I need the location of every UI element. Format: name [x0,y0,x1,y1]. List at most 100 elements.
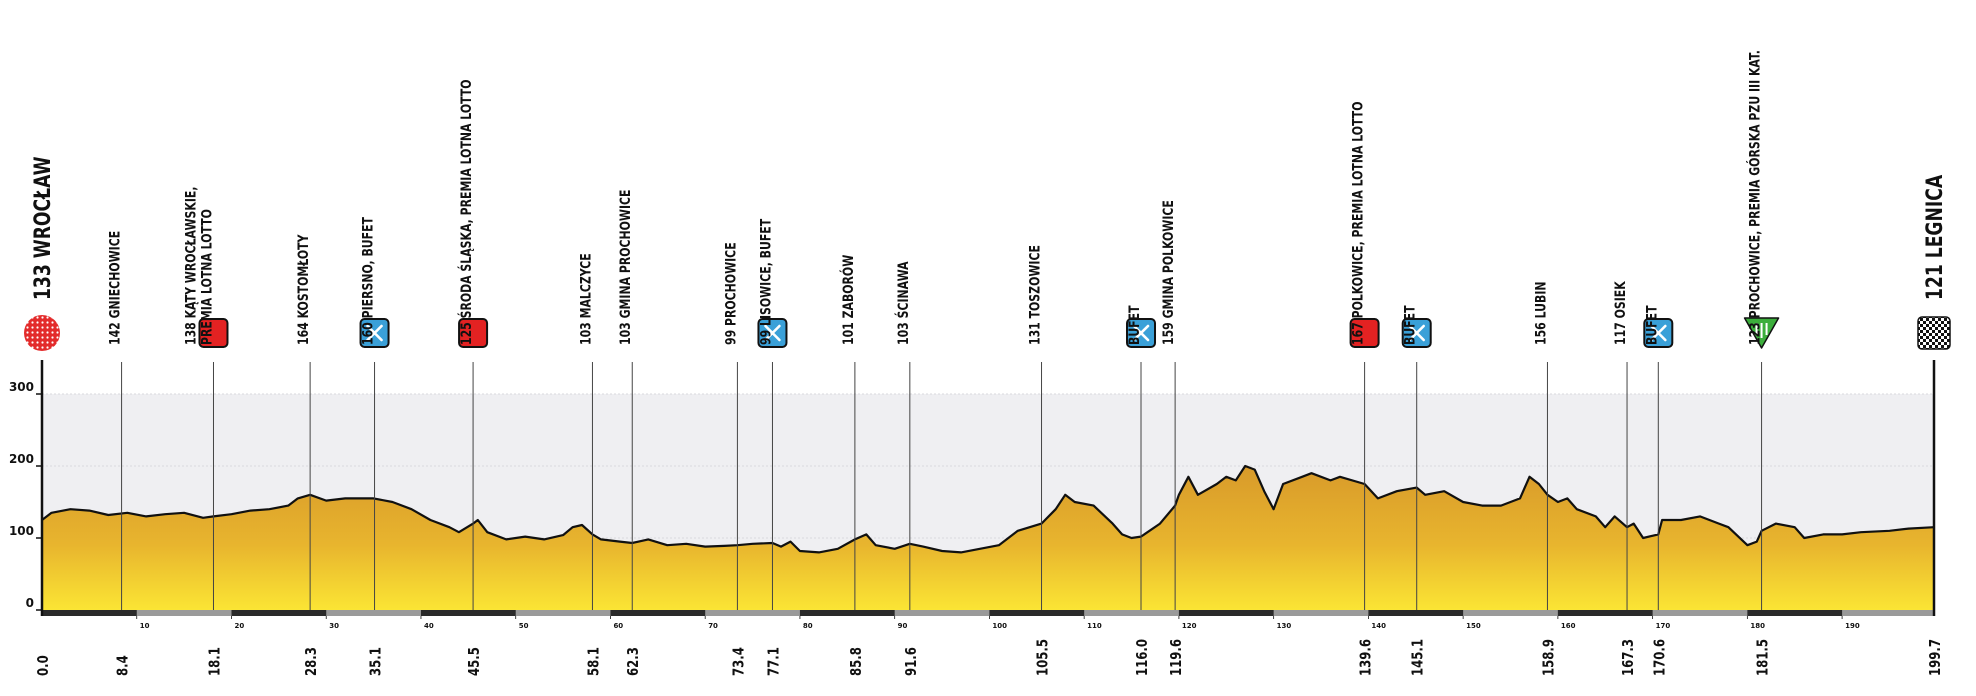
km-label: 119.6 [1169,639,1186,676]
waypoint-label: BUFET [1643,305,1660,345]
km-bar [42,610,1934,616]
km-bar-segment [1368,610,1464,616]
km-label: 105.5 [1035,639,1052,676]
x-tick-label: 190 [1845,622,1860,630]
km-label: 45.5 [467,647,484,676]
km-label: 199.7 [1928,639,1945,676]
waypoint-label: BUFET [1126,305,1143,345]
waypoint: 103 MALCZYCE 58.1 [577,253,603,676]
waypoint-label: 167 POLKOWICE, PREMIA LOTNA LOTTO [1349,101,1366,345]
waypoint: 160 PIERSNO, BUFET 35.1 [359,217,390,676]
start-icon [24,315,60,351]
kom-icon-bars [1755,323,1768,338]
waypoint: 99 PROCHOWICE 73.4 [722,242,748,676]
x-tick-label: 80 [803,622,813,630]
km-bar-segment [231,610,327,616]
endpoint-label: 121 LEGNICA [1922,174,1948,300]
waypoint: BUFET 170.6 [1643,305,1674,676]
km-label: 8.4 [115,655,132,676]
km-label: 167.3 [1621,639,1638,676]
y-tick-label: 100 [9,524,34,538]
y-tick-label: 300 [9,380,34,394]
finish-icon [1917,316,1951,350]
km-label: 0.0 [36,655,53,676]
km-bar-segment [1178,610,1274,616]
waypoint: 121 LEGNICA 199.7 [1917,174,1951,676]
waypoint: 133 WROCŁAW 0.0 [24,156,60,676]
x-tick-label: 160 [1561,622,1576,630]
x-tick-label: 140 [1371,622,1386,630]
waypoint: 138 KĄTY WROCŁAWSKIE, PREMIA LOTNA LOTTO 1… [182,187,229,676]
waypoint: 164 KOSTOMŁOTY 28.3 [295,234,321,676]
x-tick-label: 100 [992,622,1007,630]
x-tick-label: 180 [1750,622,1765,630]
km-label: 77.1 [766,647,783,676]
x-tick-label: 50 [519,622,529,630]
x-tick-label: 150 [1466,622,1481,630]
waypoint: 103 GMINA PROCHOWICE 62.3 [617,189,643,676]
waypoint-label: 103 GMINA PROCHOWICE [617,189,634,345]
waypoint: 156 LUBIN 158.9 [1532,281,1558,676]
x-tick-label: 20 [234,622,244,630]
x-tick-label: 90 [898,622,908,630]
km-bar-segment [610,610,706,616]
waypoint: 159 GMINA POLKOWICE 119.6 [1160,200,1186,676]
x-tick-label: 130 [1277,622,1292,630]
feed-icon-cutlery [1132,324,1150,342]
x-tick-label: 40 [424,622,434,630]
waypoint-label: 101 ZABORÓW [840,255,857,345]
km-bar-segment [420,610,516,616]
elevation-line [41,464,1935,554]
x-tick-label: 60 [613,622,623,630]
waypoint: 123 PROCHOWICE, PREMIA GÓRSKA PZU III KA… [1743,50,1780,676]
waypoint-label: 123 PROCHOWICE, PREMIA GÓRSKA PZU III KA… [1746,50,1763,345]
waypoint-label: BUFET [1401,305,1418,345]
feed-icon-cutlery [1650,324,1667,342]
km-label: 91.6 [904,647,921,676]
km-label: 73.4 [731,647,748,676]
feed-icon-cutlery [1408,324,1426,342]
y-tick-label: 0 [26,596,34,610]
km-bar-segment [1557,610,1653,616]
sprint-icon [198,318,229,348]
waypoint-label: 160 PIERSNO, BUFET [359,217,376,345]
waypoint-label: 103 ŚCINAWA [894,261,911,345]
waypoint-label: 164 KOSTOMŁOTY [295,234,312,345]
x-tick-label: 10 [140,622,150,630]
endpoint-label: 133 WROCŁAW [30,156,56,300]
km-bar-segment [42,610,137,616]
waypoint-label: 103 MALCZYCE [577,253,594,345]
km-label: 158.9 [1541,639,1558,676]
waypoint-label: 138 KĄTY WROCŁAWSKIE, [182,187,199,345]
waypoint-label: PREMIA LOTNA LOTTO [198,209,215,345]
km-label: 18.1 [207,647,224,676]
km-label: 116.0 [1135,639,1152,676]
waypoint-label: 125 ŚRODA ŚLĄSKA, PREMIA LOTNA LOTTO [458,79,475,345]
waypoint-label: 156 LUBIN [1532,281,1549,345]
x-tick-label: 120 [1182,622,1197,630]
km-label: 35.1 [368,647,385,676]
waypoint: 131 TOSZOWICE 105.5 [1026,245,1052,676]
km-label: 181.5 [1755,639,1772,676]
waypoint-label: 99 LISOWICE, BUFET [757,218,774,345]
feed-icon-cutlery [366,324,383,342]
km-label: 58.1 [586,647,603,676]
km-label: 139.6 [1358,639,1375,676]
km-label: 85.8 [849,647,866,676]
waypoint: 101 ZABORÓW 85.8 [840,255,866,676]
km-bar-segment [989,610,1085,616]
waypoint: 117 OSIEK 167.3 [1612,280,1638,676]
km-label: 28.3 [304,647,321,676]
waypoint: 142 GNIECHOWICE 8.4 [106,231,132,676]
waypoint: 103 ŚCINAWA 91.6 [894,261,920,676]
waypoint-label: 159 GMINA POLKOWICE [1160,200,1177,345]
x-tick-label: 30 [329,622,339,630]
waypoint-label: 117 OSIEK [1612,280,1629,345]
sprint-icon [1349,318,1380,348]
km-label: 145.1 [1410,639,1427,676]
km-bar-segment [799,610,895,616]
km-label: 170.6 [1652,639,1669,676]
waypoint: BUFET 116.0 [1126,305,1157,676]
y-tick-label: 200 [9,452,34,466]
